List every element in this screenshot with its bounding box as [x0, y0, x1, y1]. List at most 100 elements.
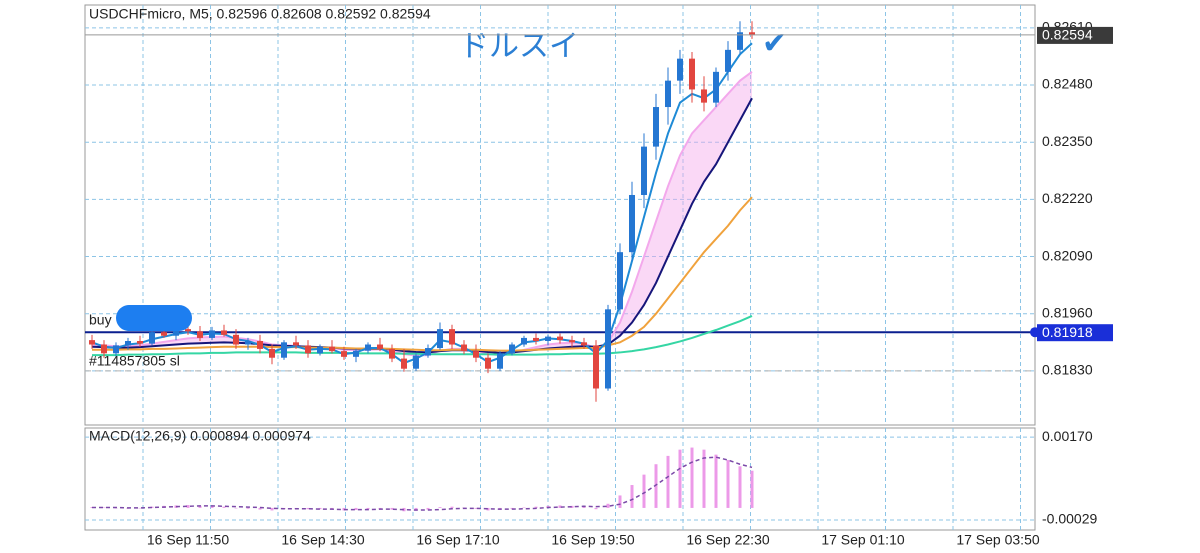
- candle-body: [197, 331, 203, 338]
- macd-bar: [186, 505, 190, 508]
- candle-body: [713, 71, 719, 103]
- candle-body: [449, 329, 455, 345]
- candle-body: [509, 344, 515, 354]
- candle-body: [497, 353, 503, 369]
- candle-body: [605, 309, 611, 389]
- macd-bar: [102, 507, 106, 509]
- annotation: ドルスイ: [459, 30, 579, 63]
- candle-body: [305, 345, 311, 354]
- candle-body: [137, 341, 143, 344]
- candle-body: [233, 334, 239, 345]
- macd-signal: [92, 456, 753, 511]
- macd-bar: [558, 505, 562, 508]
- candle-body: [365, 344, 371, 351]
- x-tick-label: 16 Sep 14:30: [281, 532, 365, 548]
- ma-line: [91, 97, 753, 354]
- candle-body: [617, 252, 623, 310]
- candle-body: [665, 80, 671, 108]
- candle-body: [689, 58, 695, 90]
- macd-bar: [138, 507, 142, 509]
- candle-body: [173, 329, 179, 336]
- macd-bar: [246, 507, 250, 509]
- candle-body: [377, 344, 383, 349]
- price-box: [1037, 26, 1113, 44]
- macd-bar: [306, 507, 310, 510]
- macd-bar: [450, 506, 454, 508]
- y-tick-label: 0.81830: [1042, 362, 1093, 378]
- x-tick-label: 17 Sep 03:50: [956, 532, 1040, 548]
- macd-bar: [390, 507, 394, 510]
- candle-body: [113, 345, 119, 354]
- candle-body: [149, 332, 155, 344]
- macd-bar: [318, 507, 322, 510]
- candle-body: [221, 330, 227, 335]
- macd-bar: [750, 470, 754, 508]
- grid: [85, 5, 1035, 530]
- macd-bar: [522, 507, 526, 509]
- macd-bar: [594, 507, 598, 510]
- macd-bar: [654, 464, 658, 508]
- candle-body: [125, 341, 131, 346]
- candle-body: [581, 342, 587, 346]
- macd-bar: [222, 506, 226, 508]
- macd-bar: [570, 505, 574, 508]
- y-tick-label: 0.82350: [1042, 133, 1093, 149]
- macd-bar: [714, 454, 718, 508]
- macd-frame: [84, 427, 1036, 531]
- y-tick-label: -0.00029: [1042, 511, 1097, 527]
- price-box-label: 0.82594: [1042, 27, 1093, 43]
- macd-bar: [702, 449, 706, 508]
- macd-bar: [582, 506, 586, 508]
- macd-bar: [738, 466, 742, 508]
- marks: [85, 21, 1035, 512]
- macd-bar: [438, 507, 442, 508]
- y-tick-label: 0.82090: [1042, 247, 1093, 263]
- candle-body: [593, 345, 599, 389]
- candle-body: [545, 336, 551, 341]
- macd-bar: [630, 485, 634, 508]
- macd-bar: [378, 507, 382, 509]
- level-label: #114857805 sl: [89, 353, 180, 369]
- ma-line: [92, 315, 753, 357]
- candle-body: [641, 146, 647, 195]
- candle-body: [341, 351, 347, 357]
- macd-bar: [270, 507, 274, 511]
- candle-body: [353, 350, 359, 357]
- macd-bar: [474, 507, 478, 509]
- macd-bar: [258, 507, 262, 510]
- macd-bar: [354, 507, 358, 511]
- macd-bar: [642, 474, 646, 508]
- x-tick-label: 16 Sep 22:30: [686, 532, 770, 548]
- chart-title: USDCHFmicro, M5, 0.82596 0.82608 0.82592…: [89, 6, 431, 22]
- candle-body: [293, 342, 299, 346]
- candle-body: [629, 194, 635, 253]
- candle-body: [557, 336, 563, 341]
- y-tick-label: 0.82480: [1042, 76, 1093, 92]
- y-tick-label: 0.81960: [1042, 304, 1093, 320]
- buy-badge: [116, 305, 192, 331]
- x-tick-label: 16 Sep 11:50: [147, 532, 229, 548]
- macd-bar: [666, 455, 670, 508]
- y-tick-label: 0.00170: [1042, 428, 1093, 444]
- level-box: [1037, 324, 1113, 342]
- macd-bar: [690, 447, 694, 508]
- x-tick-label: 17 Sep 01:10: [821, 532, 905, 548]
- candle-body: [101, 344, 107, 354]
- candle-body: [461, 344, 467, 352]
- candle-body: [677, 58, 683, 81]
- candle-body: [209, 330, 215, 338]
- y-tick-label: 0.82220: [1042, 190, 1093, 206]
- x-tick-label: 16 Sep 19:50: [551, 532, 635, 548]
- candle-body: [161, 332, 167, 336]
- level-label: buy: [89, 312, 112, 328]
- candle-body: [89, 340, 95, 345]
- candle-body: [737, 32, 743, 50]
- candle-body: [725, 49, 731, 72]
- x-tick-label: 16 Sep 17:10: [416, 532, 500, 548]
- macd-bar: [606, 503, 610, 508]
- candle-body: [389, 348, 395, 359]
- candle-body: [485, 357, 491, 369]
- candle-body: [521, 337, 527, 345]
